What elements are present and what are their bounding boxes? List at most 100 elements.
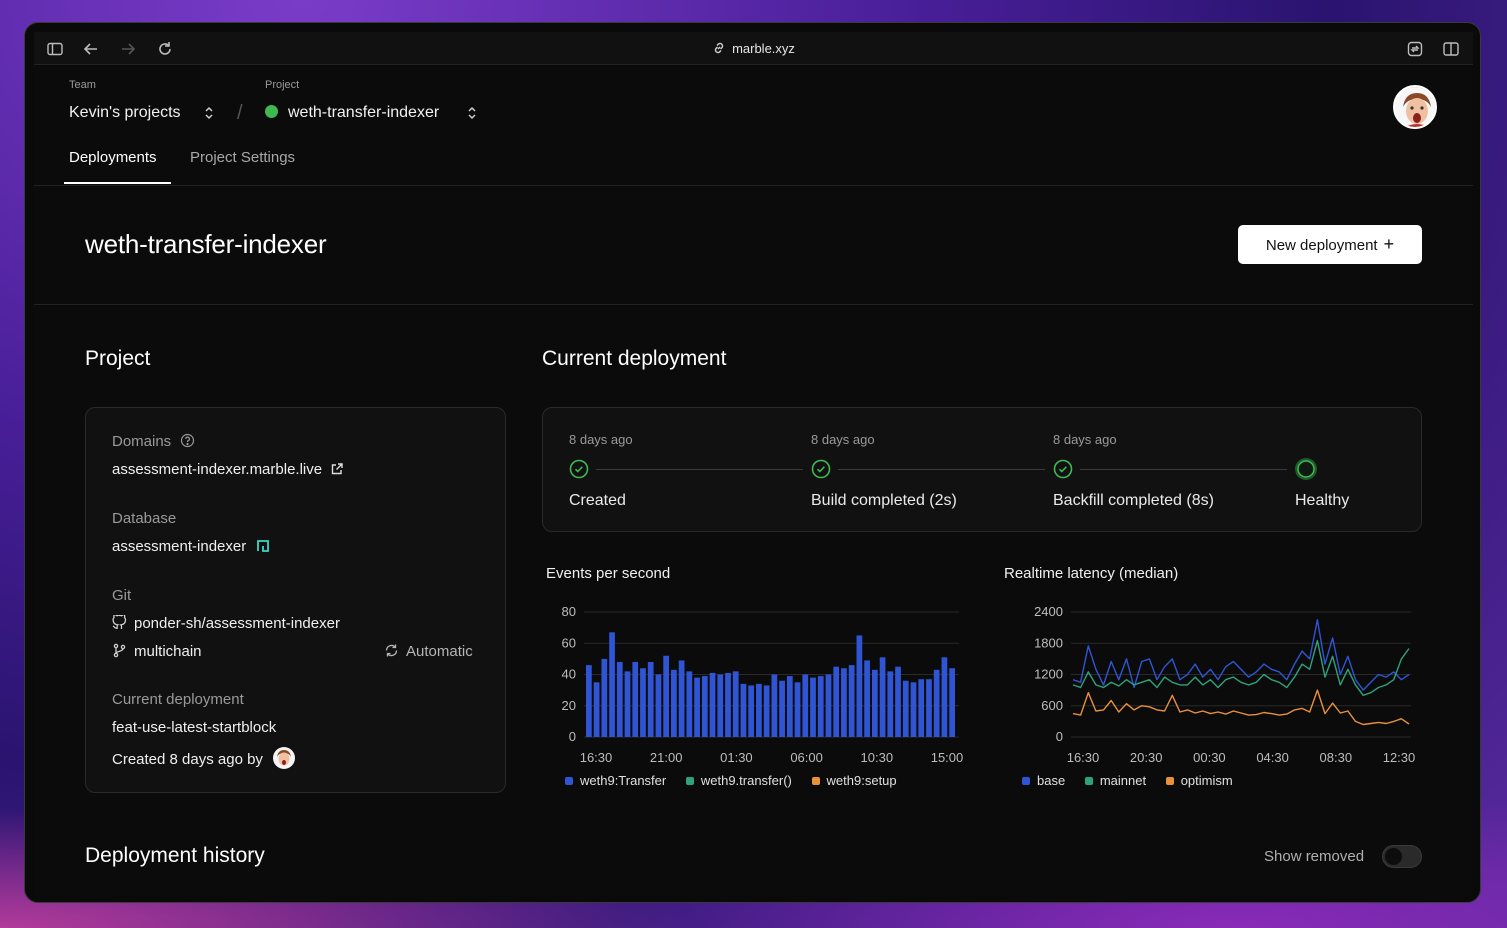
creator-avatar[interactable] [273, 747, 296, 769]
link-icon [714, 42, 724, 54]
bar[interactable] [887, 671, 894, 737]
bar[interactable] [786, 676, 793, 737]
bar[interactable] [748, 685, 755, 737]
show-removed-label: Show removed [1264, 848, 1365, 865]
bar[interactable] [640, 668, 646, 737]
reload-icon[interactable] [156, 40, 174, 58]
bar[interactable] [933, 669, 940, 737]
realtime-latency-chart: 0 600 1200 1800 2400 16:30 20:30 00:30 04:30 08:3… [1034, 604, 1415, 765]
bar[interactable] [609, 632, 615, 737]
legend-label: weth9:Transfer [580, 773, 667, 788]
database-provider-icon [257, 540, 270, 552]
show-removed-toggle[interactable] [1382, 845, 1422, 868]
bar[interactable] [632, 662, 639, 737]
database-text: assessment-indexer [112, 538, 247, 555]
bar[interactable] [686, 671, 693, 737]
back-arrow-icon[interactable] [82, 40, 100, 58]
git-branch-icon [113, 643, 126, 658]
step-healthy-name: Healthy [1295, 492, 1350, 509]
bar[interactable] [879, 657, 886, 737]
y-tick-label: 80 [562, 604, 576, 619]
bar[interactable] [624, 671, 631, 737]
y-tick-label: 40 [562, 667, 576, 682]
bar[interactable] [825, 674, 832, 738]
project-selector[interactable]: weth-transfer-indexer [265, 104, 439, 122]
bar[interactable] [740, 683, 747, 737]
y-tick-label: 2400 [1034, 604, 1063, 619]
step-connector [1080, 469, 1287, 470]
bar[interactable] [601, 658, 608, 737]
tab-project-settings[interactable]: Project Settings [190, 149, 296, 166]
legend-swatch [1165, 777, 1174, 785]
bar[interactable] [895, 666, 901, 737]
bar[interactable] [732, 671, 739, 737]
bar[interactable] [941, 657, 948, 737]
bar[interactable] [841, 668, 847, 737]
bar[interactable] [717, 674, 724, 738]
current-deployment-name[interactable]: feat-use-latest-startblock [112, 719, 277, 736]
bar[interactable] [871, 669, 878, 737]
bar[interactable] [678, 660, 685, 737]
repo-link[interactable]: ponder-sh/assessment-indexer [112, 615, 340, 632]
check-circle-icon [569, 459, 589, 479]
bar[interactable] [949, 668, 955, 737]
legend-swatch [565, 777, 573, 785]
bar[interactable] [833, 666, 840, 737]
user-avatar[interactable] [1393, 85, 1437, 129]
legend-item: base [1022, 773, 1065, 788]
latency-chart-legend: base mainnet optimism [1022, 773, 1249, 788]
new-deployment-button[interactable]: New deployment + [1238, 225, 1422, 264]
series-line-optimism[interactable] [1072, 689, 1410, 726]
legend-label: mainnet [1099, 773, 1147, 788]
bar[interactable] [655, 674, 662, 738]
x-tick-label: 21:00 [650, 750, 683, 765]
bar[interactable] [709, 672, 716, 737]
team-chevron-icon[interactable] [203, 104, 215, 122]
step-build-name: Build completed (2s) [811, 492, 957, 509]
help-circle-icon[interactable] [180, 433, 195, 448]
sidebar-toggle-icon[interactable] [46, 40, 64, 58]
bar[interactable] [586, 665, 592, 737]
series-line-mainnet[interactable] [1072, 639, 1410, 697]
bar[interactable] [701, 676, 708, 737]
bar[interactable] [910, 682, 917, 737]
bar[interactable] [671, 669, 677, 737]
bar[interactable] [848, 665, 855, 737]
page-title: weth-transfer-indexer [85, 229, 327, 259]
bar[interactable] [856, 635, 863, 737]
bar[interactable] [817, 676, 824, 737]
bar[interactable] [902, 680, 909, 737]
series-line-base[interactable] [1072, 619, 1410, 691]
bar[interactable] [763, 685, 770, 737]
sync-status: Automatic [384, 643, 473, 660]
project-card: Domains assessment-indexer.marble.live D… [85, 407, 506, 793]
database-link[interactable]: assessment-indexer [112, 538, 270, 555]
bar[interactable] [663, 655, 670, 737]
domain-link[interactable]: assessment-indexer.marble.live [112, 461, 344, 478]
bar[interactable] [926, 679, 932, 737]
forward-arrow-icon[interactable] [119, 40, 137, 58]
bar[interactable] [771, 674, 778, 738]
breadcrumb-separator: / [237, 102, 243, 124]
bar[interactable] [647, 662, 654, 737]
bar[interactable] [918, 679, 925, 737]
extensions-icon[interactable] [1406, 40, 1424, 58]
bar[interactable] [756, 683, 762, 737]
bar[interactable] [694, 677, 700, 737]
bar[interactable] [593, 682, 600, 737]
bar[interactable] [725, 672, 731, 737]
bar[interactable] [794, 682, 801, 737]
team-selector[interactable]: Kevin's projects [69, 104, 181, 121]
split-view-icon[interactable] [1442, 40, 1460, 58]
toggle-knob [1385, 848, 1402, 865]
bar[interactable] [616, 662, 623, 737]
bar[interactable] [864, 660, 870, 737]
y-tick-label: 60 [562, 635, 576, 650]
bar[interactable] [810, 677, 816, 737]
bar[interactable] [802, 674, 809, 738]
tab-deployments[interactable]: Deployments [69, 149, 157, 166]
bar[interactable] [779, 680, 785, 737]
address-bar[interactable]: marble.xyz [34, 41, 1473, 56]
project-chevron-icon[interactable] [466, 104, 478, 122]
team-label: Team [69, 79, 96, 91]
